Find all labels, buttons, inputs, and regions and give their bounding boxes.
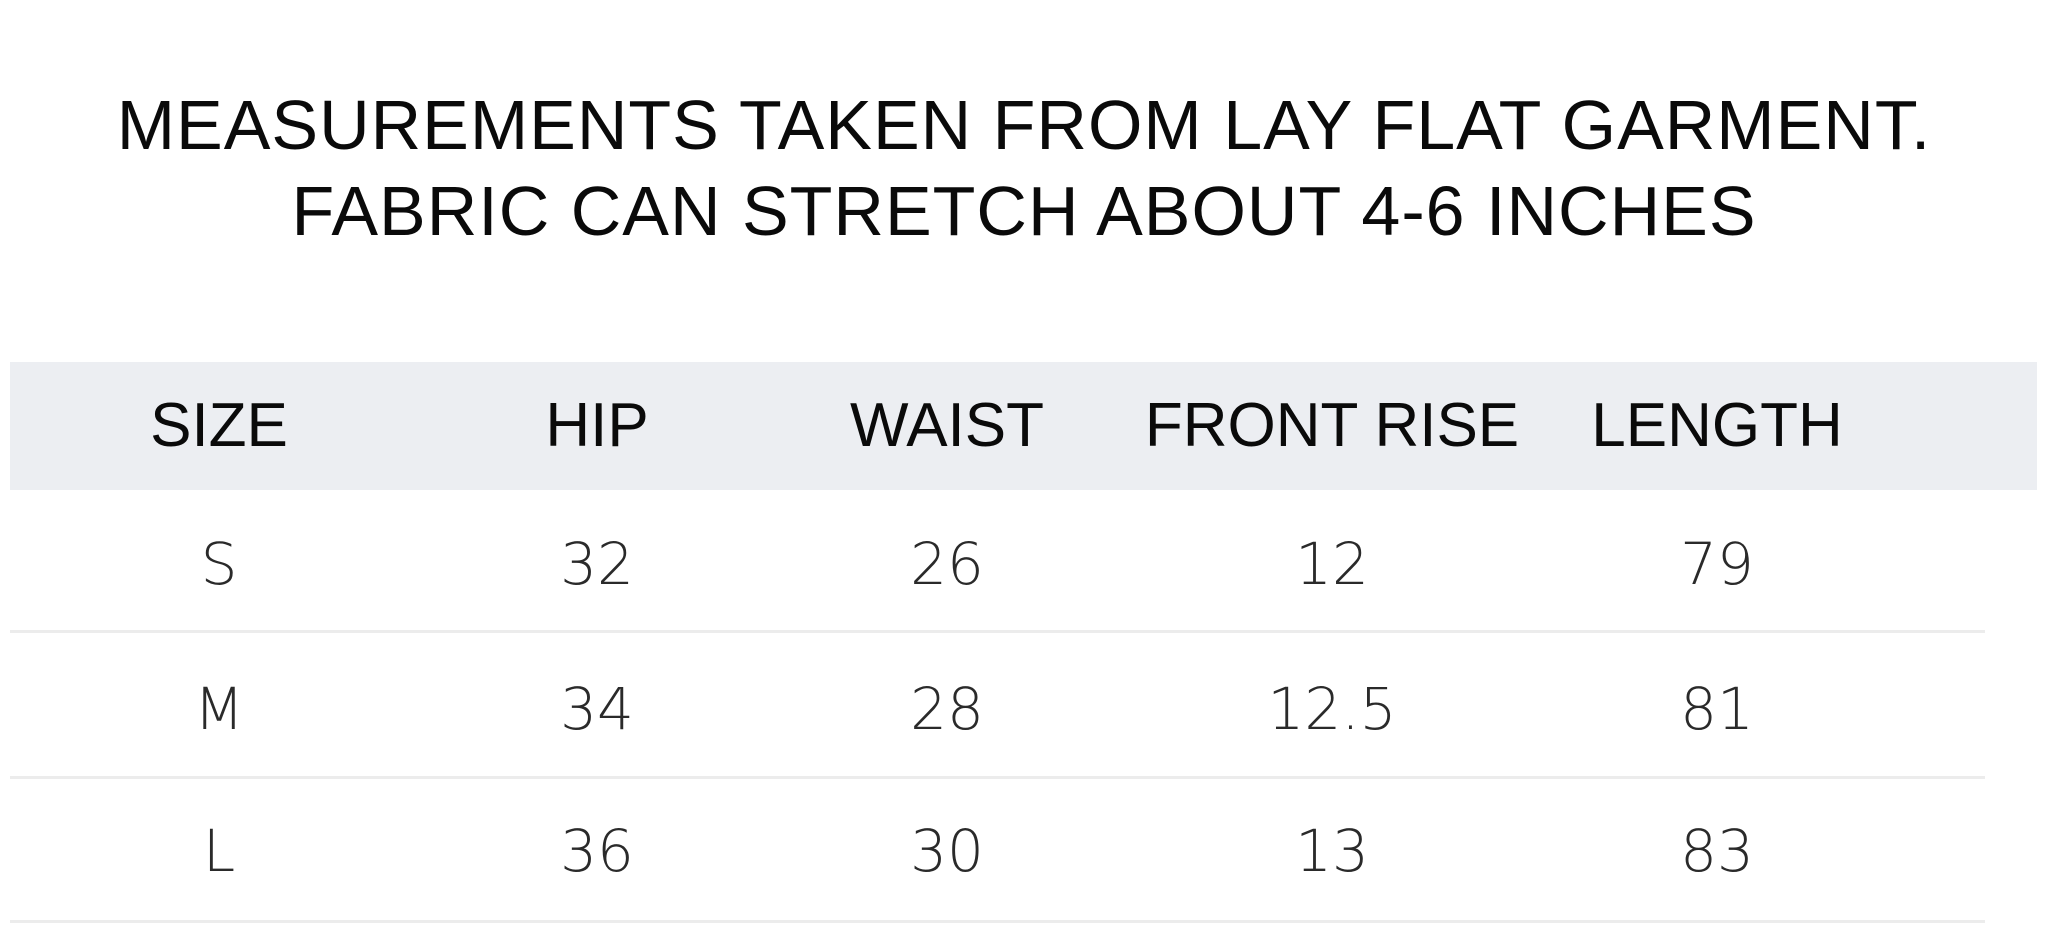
table-cell: 79 (1680, 530, 1754, 598)
table-cell: L (202, 817, 236, 885)
column-header: FRONT RISE (1144, 391, 1520, 460)
column-header: WAIST (849, 391, 1045, 460)
row-divider (10, 776, 1985, 779)
table-cell: 81 (1680, 675, 1754, 743)
row-divider (10, 920, 1985, 923)
column-header: HIP (545, 391, 649, 460)
table-header (10, 362, 2037, 490)
table-cell: 12.5 (1267, 675, 1397, 743)
table-cell: 36 (560, 817, 634, 885)
row-divider (10, 630, 1985, 633)
column-header: SIZE (150, 391, 288, 460)
table-cell: 26 (910, 530, 984, 598)
table-cell: 83 (1680, 817, 1754, 885)
table-cell: 32 (560, 530, 634, 598)
table-cell: 28 (910, 675, 984, 743)
table-cell: 34 (560, 675, 634, 743)
column-header: LENGTH (1591, 391, 1843, 460)
table-cell: 13 (1295, 817, 1369, 885)
title-line-1: MEASUREMENTS TAKEN FROM LAY FLAT GARMENT… (116, 86, 1932, 164)
table-cell: 12 (1295, 530, 1369, 598)
table-cell: M (193, 675, 245, 743)
title-line-2: FABRIC CAN STRETCH ABOUT 4-6 INCHES (291, 172, 1757, 250)
table-cell: 30 (910, 817, 984, 885)
table-cell: S (200, 530, 238, 598)
